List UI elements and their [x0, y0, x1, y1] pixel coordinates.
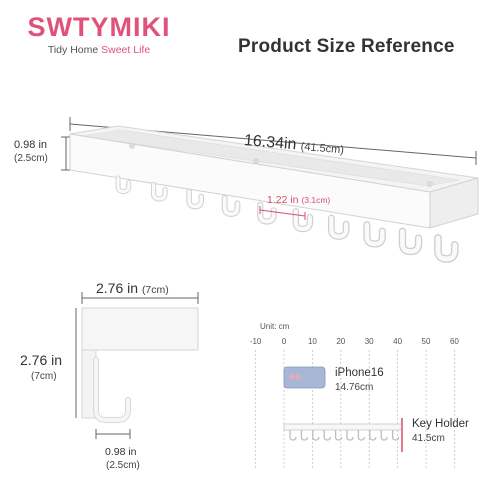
- hook-highlight-3: [187, 189, 204, 209]
- tick-0: 0: [281, 337, 287, 346]
- mini-hook-5: [334, 430, 343, 441]
- tick-10: 10: [307, 337, 317, 346]
- phone-length: 14.76cm: [335, 382, 374, 393]
- side-width-in: 2.76 in: [96, 280, 139, 296]
- holder-length: 41.5cm: [412, 433, 445, 444]
- side-hook-in: 0.98 in: [105, 446, 137, 458]
- tagline-plain: Tidy Home: [47, 44, 99, 56]
- mini-hook-1: [289, 430, 297, 441]
- hook-gap-line: [259, 209, 306, 217]
- brand-logo: SWTYMIKI Tidy Home Sweet Life: [14, 12, 184, 56]
- comparison-chart: [255, 350, 455, 470]
- hook-highlight-7: [329, 215, 349, 239]
- side-view-drawing: [75, 292, 199, 439]
- side-height-in: 2.76 in: [20, 352, 63, 368]
- tick-60: 60: [449, 337, 459, 346]
- height-cm: (2.5cm): [14, 153, 48, 164]
- phone-name: iPhone16: [335, 367, 384, 379]
- mini-hook-9: [380, 430, 388, 441]
- tick-40: 40: [393, 337, 403, 346]
- hook-highlight-9: [400, 228, 421, 254]
- iphone-shape: [283, 366, 326, 389]
- key-holder-mini: [283, 423, 403, 431]
- side-hook-cm: (2.5cm): [106, 460, 140, 471]
- hook-gap-label: 1.22 in (3.1cm): [267, 194, 330, 206]
- side-width-label: 2.76 in (7cm): [96, 280, 169, 296]
- brand-tagline: Tidy Home Sweet Life: [14, 44, 184, 56]
- tick-minus10: -10: [249, 337, 262, 346]
- holder-name: Key Holder: [412, 418, 469, 430]
- hook-highlight-2: [151, 182, 167, 201]
- unit-label: Unit: cm: [260, 322, 290, 331]
- mini-hook-6: [346, 430, 354, 441]
- key-holder-shelf: [69, 125, 479, 229]
- hook-highlight-6: [293, 209, 312, 232]
- hooks-group: [115, 175, 459, 263]
- mini-hook-3: [312, 430, 320, 441]
- mini-hook-2: [300, 430, 309, 441]
- hook-highlight-8: [364, 222, 385, 247]
- height-in: 0.98 in: [14, 139, 48, 151]
- hook-highlight-10: [435, 235, 458, 262]
- length-in: 16.34in: [243, 132, 298, 154]
- mini-hook-8: [369, 430, 377, 441]
- hook-highlight-4: [222, 196, 240, 216]
- tagline-accent: Sweet Life: [101, 44, 151, 56]
- tick-50: 50: [421, 337, 431, 346]
- brand-name: SWTYMIKI: [27, 12, 171, 42]
- side-width-cm: (7cm): [141, 284, 169, 296]
- length-cm: (41.5cm): [300, 140, 345, 157]
- tick-30: 30: [364, 337, 374, 346]
- hook-gap-in: 1.22 in: [267, 194, 299, 206]
- tick-20: 20: [336, 337, 346, 346]
- mini-hook-4: [323, 430, 331, 441]
- mini-hook-7: [357, 430, 366, 441]
- page-title: Product Size Reference: [238, 36, 455, 57]
- hook-highlight-1: [116, 176, 131, 194]
- hook-gap-cm: (3.1cm): [301, 195, 331, 205]
- side-height-cm: (7cm): [31, 371, 57, 382]
- mini-hook-10: [391, 430, 400, 441]
- hook-highlight-5: [258, 202, 276, 224]
